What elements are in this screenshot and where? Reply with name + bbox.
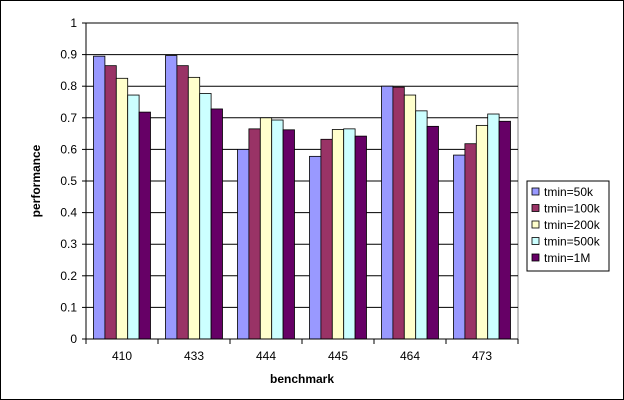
y-tick-label: 0 [70,332,77,346]
bar-444-tmin-200k [259,117,273,340]
legend-swatch [531,253,540,262]
bar-433-tmin-100k [176,65,189,340]
legend-swatch [531,204,540,212]
y-ticks: 0 0.1 0.2 0.3 0.4 0.5 0.6 0.7 0.8 0.9 1 [60,16,86,346]
bar-444-tmin-1m [282,129,295,340]
y-axis-title: performance [29,144,43,217]
bar-473-tmin-100k [464,143,477,340]
legend: tmin=50k tmin=100k tmin=200k tmin=500k tmin=… [526,180,610,272]
y-tick-label: 0.5 [60,174,77,188]
legend-label: tmin=1M [544,251,590,265]
bar-410-tmin-200k [115,77,129,340]
bar-445-tmin-50k [309,155,322,340]
bar-444-tmin-50k [237,148,250,340]
x-tick-label: 444 [256,349,276,363]
bar-410-tmin-50k [93,55,106,340]
bar-433-tmin-500k [199,93,212,340]
y-tick-label: 1 [70,16,77,30]
bar-433-tmin-50k [165,55,178,340]
y-tick-label: 0.9 [60,48,77,62]
bar-473-tmin-500k [487,113,500,340]
bar-445-tmin-500k [343,128,356,340]
bar-410-tmin-1m [138,111,151,340]
x-tick-label: 445 [328,349,348,363]
bar-433-tmin-200k [187,76,201,340]
bar-445-tmin-100k [320,138,333,340]
y-tick-label: 0.8 [60,79,77,93]
legend-label: tmin=200k [544,218,601,232]
y-tick-label: 0.4 [60,206,77,220]
gridlines [86,22,518,308]
y-tick-label: 0.3 [60,237,77,251]
legend-swatch [531,237,540,245]
legend-label: tmin=50k [544,185,594,199]
bar-464-tmin-500k [415,110,428,340]
bar-464-tmin-50k [381,85,394,340]
x-tick-label: 433 [184,349,204,363]
bar-433-tmin-1m [210,108,223,340]
y-tick-label: 0.2 [60,269,77,283]
bar-464-tmin-1m [426,125,439,340]
bar-410-tmin-100k [104,65,117,340]
bar-445-tmin-200k [331,129,345,340]
x-axis-title: benchmark [270,372,334,386]
bar-473-tmin-50k [453,154,466,340]
bar-473-tmin-1m [498,120,511,340]
x-tick-label: 473 [472,349,492,363]
x-ticks: 410 433 444 445 464 473 [85,339,519,363]
x-tick-label: 464 [400,349,420,363]
bar-444-tmin-100k [248,128,261,340]
legend-box [526,180,610,272]
legend-swatch [531,187,540,196]
y-tick-label: 0.1 [60,300,77,314]
bars [93,55,511,340]
y-tick-label: 0.6 [60,142,77,156]
bar-444-tmin-500k [271,119,284,340]
bar-445-tmin-1m [354,135,367,340]
bar-410-tmin-500k [127,94,140,340]
y-tick-label: 0.7 [60,111,77,125]
legend-label: tmin=100k [544,202,601,216]
bar-464-tmin-200k [403,94,417,340]
bar-464-tmin-100k [392,86,405,340]
x-tick-label: 410 [112,349,132,363]
legend-label: tmin=500k [544,235,601,249]
bar-473-tmin-200k [475,124,489,340]
legend-swatch [531,220,540,229]
